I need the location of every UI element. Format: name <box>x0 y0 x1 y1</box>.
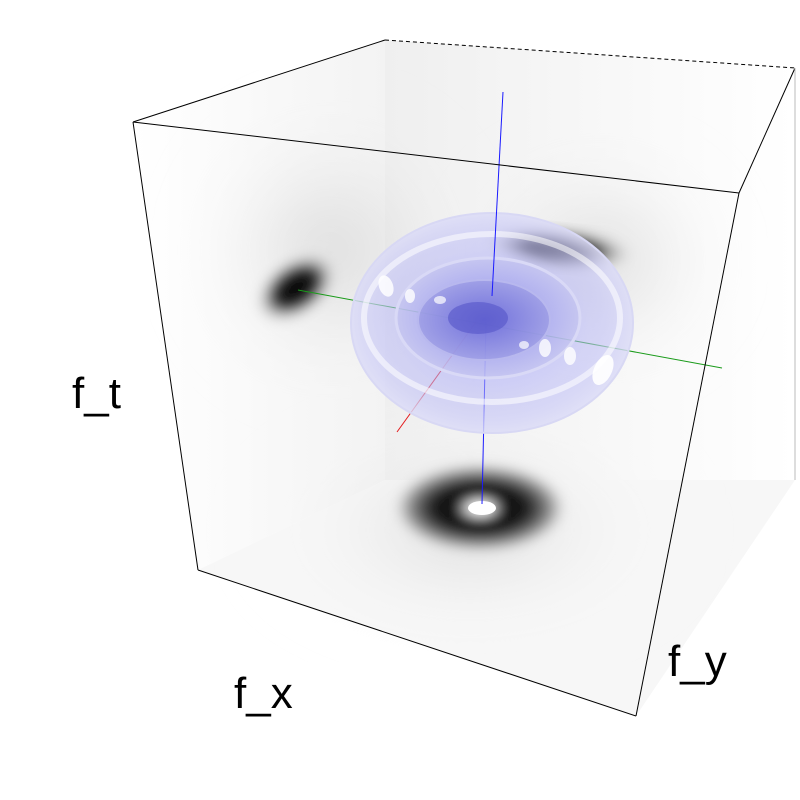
isosurface-group <box>351 213 633 433</box>
surface-hole <box>405 289 415 303</box>
surface-hole <box>564 347 576 365</box>
axis-label-fx: f_x <box>234 672 293 716</box>
axis-label-fy: f_y <box>668 640 727 684</box>
surface-hole <box>434 296 446 304</box>
surface-hole <box>539 339 551 357</box>
inner-core <box>448 302 508 334</box>
axis-label-ft: f_t <box>72 372 121 416</box>
surface-hole <box>519 341 529 349</box>
